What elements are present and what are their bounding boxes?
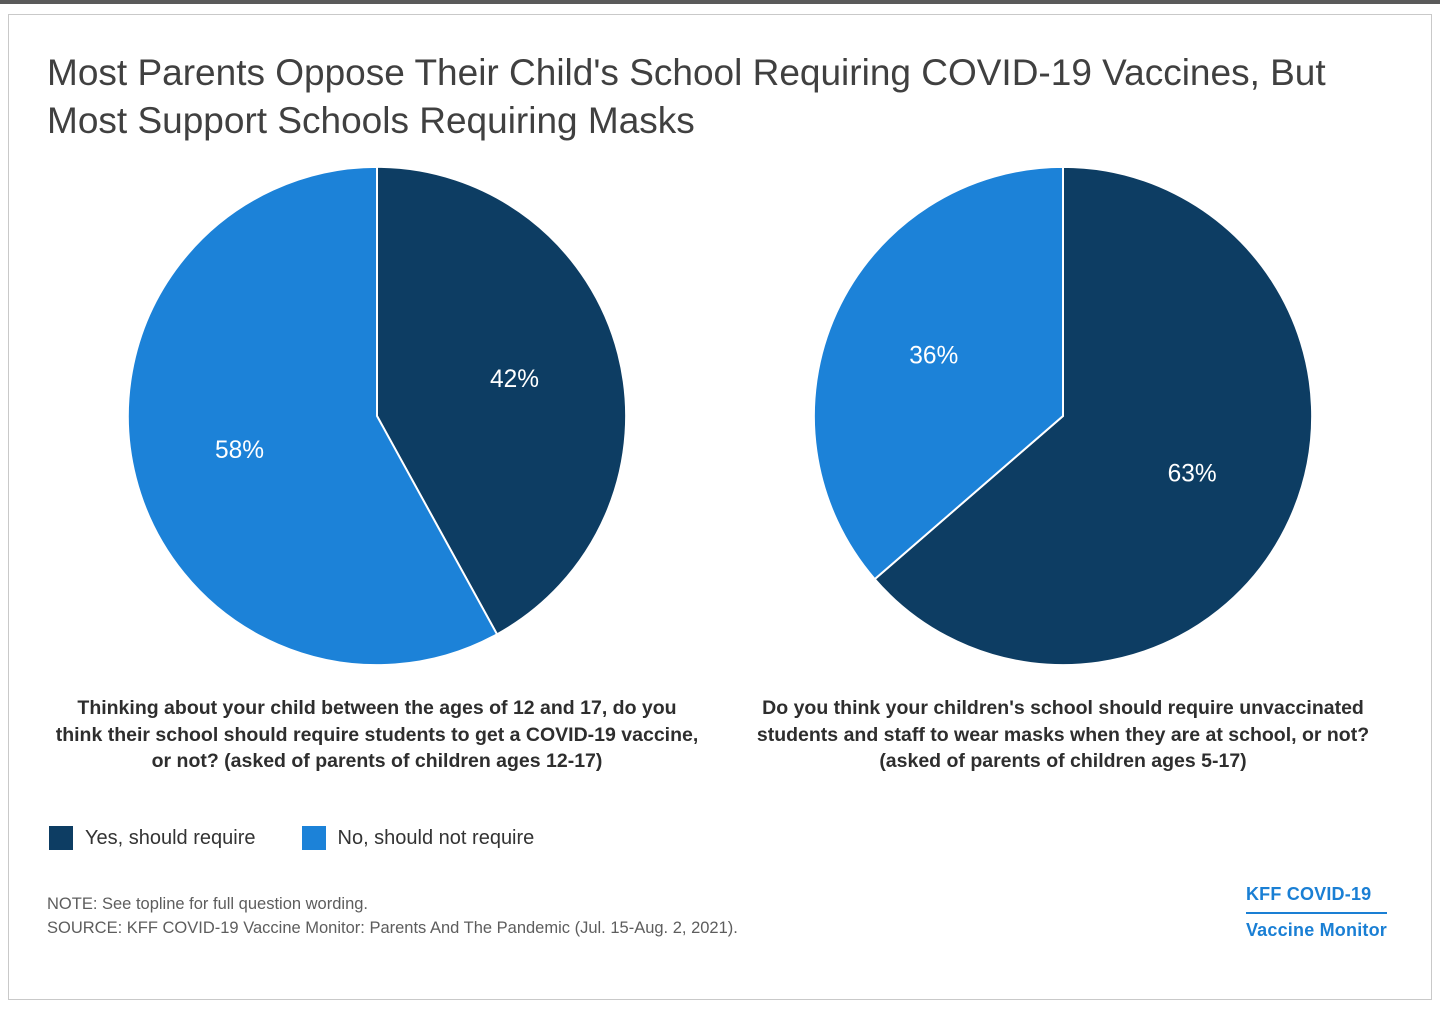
kff-logo-line2: Vaccine Monitor [1245,920,1387,941]
pie-slice-label: 63% [1168,461,1217,488]
footnotes: NOTE: See topline for full question word… [47,893,738,941]
pie-slice-label: 42% [490,366,539,393]
legend: Yes, should require No, should not requi… [49,826,1393,851]
question-text-vaccine: Thinking about your child between the ag… [55,697,699,772]
legend-swatch-yes [49,826,73,851]
pie-chart-mask-requirement: 63% 36% [812,166,1314,667]
question-text-masks: Do you think your children's school shou… [756,697,1370,772]
footer: NOTE: See topline for full question word… [47,884,1393,941]
pie-slice [873,166,1314,667]
kff-logo-line1: KFF COVID-19 [1245,884,1387,915]
chart-card: Most Parents Oppose Their Child's School… [8,14,1432,1000]
pie-chart-vaccine-requirement: 42% 58% [126,166,628,667]
pie-slice-label: 36% [909,343,958,370]
source-line: SOURCE: KFF COVID-19 Vaccine Monitor: Pa… [47,919,738,938]
legend-label-no: No, should not require [337,826,535,849]
pie-slice [376,166,628,636]
chart-right-column: 63% 36% Do you think your children's scho… [733,161,1393,774]
legend-item-no: No, should not require [301,826,535,851]
pie-slice [126,166,499,667]
chart-left-column: 42% 58% Thinking about your child between… [47,161,707,774]
pie-slice-label: 58% [215,437,264,464]
legend-swatch-no [301,826,326,851]
pie-slice [812,166,1064,581]
charts-row: 42% 58% Thinking about your child between… [47,161,1393,774]
note-line: NOTE: See topline for full question word… [47,895,369,914]
window-top-edge [0,0,1440,4]
page-title: Most Parents Oppose Their Child's School… [47,52,1326,142]
legend-label-yes: Yes, should require [85,826,256,849]
kff-logo: KFF COVID-19 Vaccine Monitor [1245,884,1387,941]
legend-item-yes: Yes, should require [49,826,256,851]
